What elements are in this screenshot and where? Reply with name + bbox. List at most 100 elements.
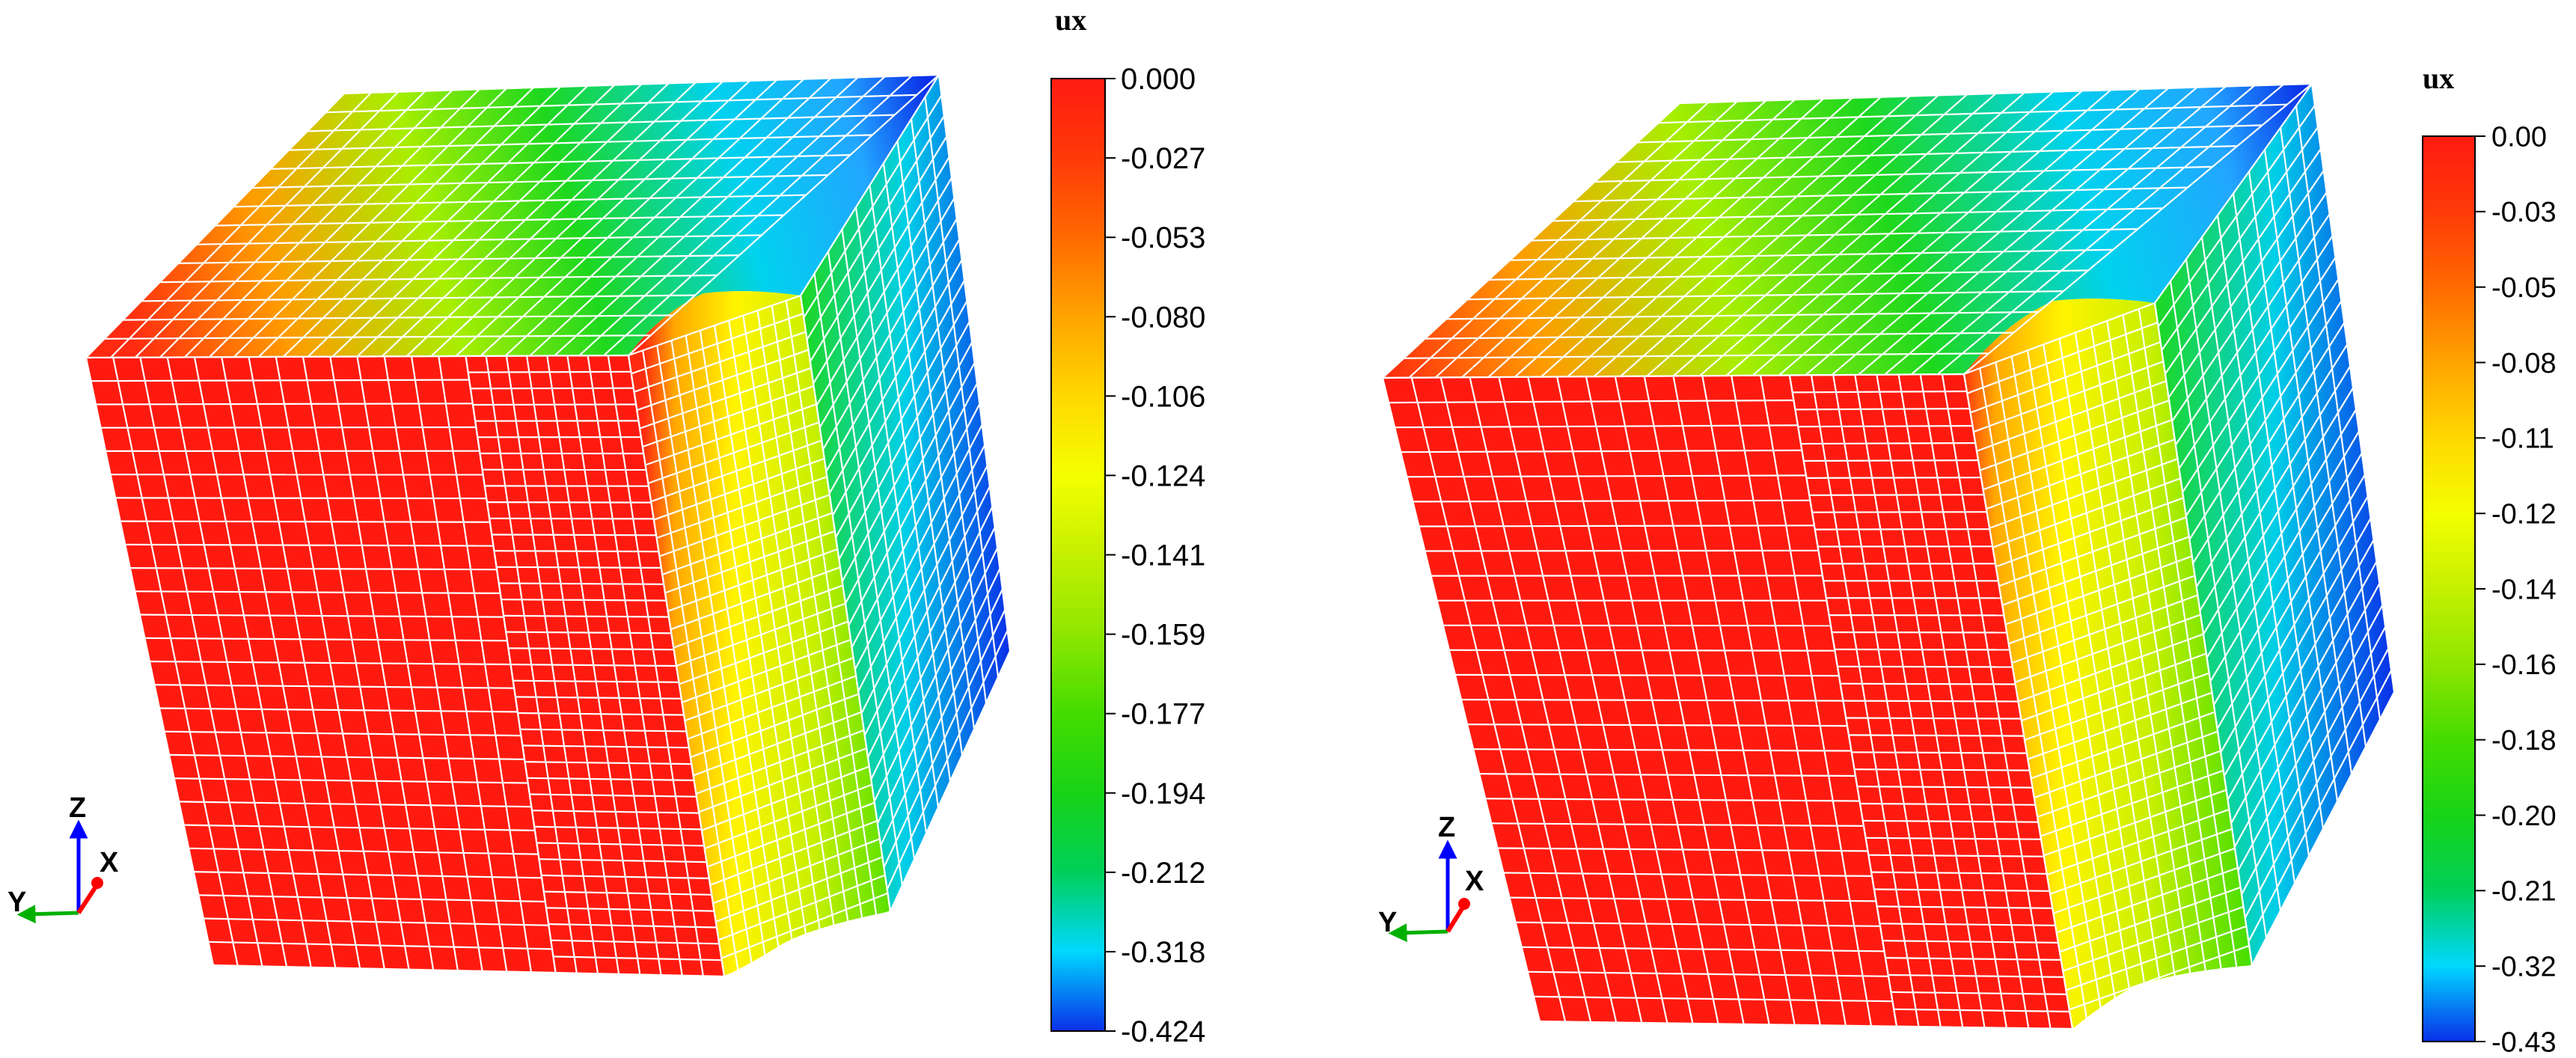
mesh-line (510, 663, 677, 667)
mesh-line (149, 660, 511, 666)
mesh-line (1672, 93, 1997, 377)
mesh-line (2223, 518, 2372, 777)
mesh-line (709, 819, 878, 886)
colorbar-label: -0.159 (1121, 619, 1205, 652)
mesh-line (848, 382, 978, 626)
mesh-line (648, 421, 820, 484)
mesh-line (2043, 789, 2227, 857)
mesh-line (1970, 341, 2161, 414)
mesh-line (1876, 905, 2053, 909)
mesh-line (1509, 896, 1876, 902)
x-axis-line (1445, 906, 1465, 933)
mesh-line (1699, 91, 2025, 377)
mesh-line (233, 88, 507, 358)
mesh-line (1979, 400, 2170, 471)
colorbar-swatch (1051, 475, 1105, 556)
mesh-line (1539, 1020, 1897, 1027)
mesh-line (1846, 717, 2022, 720)
mesh-line (430, 81, 723, 357)
mesh-line (2237, 605, 2384, 872)
colorbar-swatch (2423, 815, 2475, 891)
mesh-line (2008, 575, 2195, 645)
mesh-line (2199, 365, 2352, 611)
mesh-line (704, 783, 872, 850)
mesh-line (139, 614, 504, 618)
mesh-line (189, 847, 539, 855)
x-axis-tip (1458, 898, 1470, 910)
mesh-line (636, 349, 809, 412)
mesh-line (628, 74, 940, 356)
colorbar-swatch (1051, 79, 1105, 159)
colorbar-title: ux (2423, 61, 2454, 95)
mesh-line (1460, 698, 1844, 702)
colorbar-label: -0.14 (2491, 574, 2557, 605)
mesh-line (508, 647, 674, 651)
colorbar-label: -0.212 (1121, 857, 1205, 890)
mesh-line (642, 385, 814, 448)
colorbar-swatch (1051, 554, 1105, 635)
mesh-line (2161, 126, 2319, 351)
mesh-line (1725, 91, 2055, 376)
mesh-line (1419, 525, 1814, 528)
mesh-line (1515, 921, 1881, 927)
colorbar-title: ux (1055, 3, 1086, 37)
mesh-line (634, 331, 807, 393)
mesh-line (515, 696, 682, 700)
mesh-line (506, 631, 672, 635)
mesh-line (628, 294, 801, 357)
mesh-line (2230, 561, 2378, 824)
x-axis-label: X (1465, 866, 1484, 897)
mesh-line (501, 599, 667, 602)
y-axis-label: Y (7, 887, 26, 918)
colorbar-label: -0.177 (1121, 698, 1205, 731)
mesh-line (1888, 973, 2064, 978)
colorbar-label: 0.000 (1121, 63, 1196, 96)
mesh-line (863, 486, 991, 736)
colorbar-swatch (2423, 589, 2475, 665)
mesh-line (174, 777, 528, 784)
mesh-line (541, 874, 709, 879)
mesh-line (816, 177, 952, 406)
mesh-line (1865, 837, 2042, 840)
mesh-line (880, 589, 1003, 846)
colorbar-swatch (1051, 237, 1105, 317)
colorbar-label: -0.20 (2491, 801, 2557, 832)
z-axis-label: Z (69, 792, 86, 824)
mesh-line (2227, 539, 2375, 801)
mesh-line (179, 801, 532, 808)
mesh-line (2040, 769, 2224, 837)
colorbar-swatch (1051, 634, 1105, 715)
mesh-line (1473, 748, 1852, 752)
mesh-line (1995, 497, 2184, 568)
colorbar-label: -0.053 (1121, 221, 1205, 254)
colorbar-label: 0.00 (2491, 121, 2547, 153)
colorbar-label: -0.027 (1121, 142, 1205, 175)
mesh-line (539, 858, 707, 863)
mesh-line (1382, 103, 1680, 379)
mesh-line (1806, 477, 1981, 480)
mesh-line (522, 744, 689, 749)
colorbar-label: -0.124 (1121, 459, 1205, 492)
mesh-line (1485, 798, 1860, 802)
mesh-line (1857, 86, 2198, 376)
mesh-line (1805, 88, 2141, 376)
colorbar-swatch (2423, 664, 2475, 741)
mesh-line (1448, 649, 1835, 652)
mesh-line (536, 842, 705, 847)
mesh-line (307, 85, 588, 358)
mesh-line (1873, 888, 2050, 892)
colorbar-labels: 0.00 -0.03 -0.05 -0.08 -0.11 -0.12 -0.14 -0.16 -… (2491, 121, 2557, 1058)
mesh-line (2024, 672, 2209, 741)
top-face (86, 75, 939, 358)
hole-face (1964, 299, 2252, 1029)
fea-model-left (85, 73, 1012, 978)
mesh-line (679, 620, 848, 685)
mesh-line (693, 711, 862, 777)
mesh-line (1976, 380, 2167, 452)
mesh-line (1527, 970, 1889, 977)
colorbar-label: -0.12 (2491, 499, 2557, 530)
x-axis-tip (91, 877, 103, 889)
mesh-line (1986, 438, 2176, 510)
mesh-line (1521, 946, 1885, 952)
